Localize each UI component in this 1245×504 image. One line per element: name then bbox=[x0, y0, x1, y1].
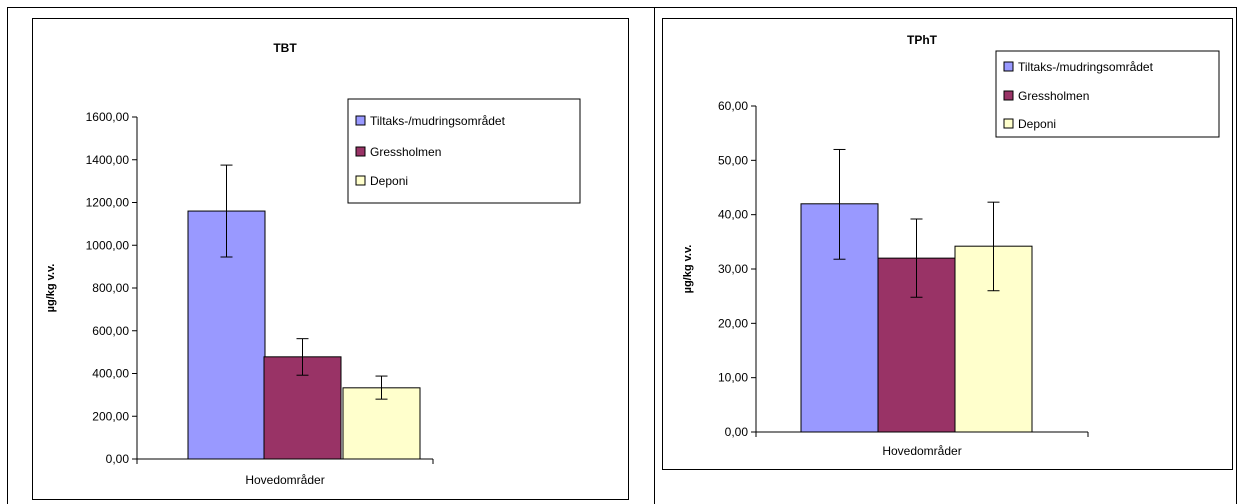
tbt-bar-2 bbox=[342, 387, 421, 460]
chart-tpht: TPhT µg/kg v.v. 0,00 10,00 20,00 30,00 40,00 50… bbox=[662, 18, 1233, 470]
tbt-error-bar-0 bbox=[220, 164, 233, 258]
tpht-legend-swatch-2 bbox=[1003, 118, 1014, 129]
tbt-legend-label-2: Deponi bbox=[370, 174, 408, 188]
tpht-error-bar-0 bbox=[833, 148, 846, 260]
tbt-error-bar-2 bbox=[375, 375, 388, 400]
tpht-legend-label-0: Tiltaks-/mudringsområdet bbox=[1018, 60, 1154, 74]
frame-top-border bbox=[7, 7, 1237, 8]
chart-tbt: TBT µg/kg v.v. 0,00 200,00 400,00 600,00 800,0… bbox=[32, 18, 629, 500]
chart-tpht-svg: TPhT µg/kg v.v. 0,00 10,00 20,00 30,00 40,00 50… bbox=[682, 33, 1220, 458]
tbt-y-tick-label: 1200,00 bbox=[86, 196, 130, 210]
tbt-legend bbox=[347, 98, 581, 204]
tpht-legend bbox=[995, 50, 1220, 138]
tpht-title: TPhT bbox=[907, 33, 938, 47]
frame-divider bbox=[654, 7, 655, 504]
tpht-y-tick-label: 20,00 bbox=[718, 316, 748, 330]
tbt-y-tick-label: 800,00 bbox=[92, 281, 129, 295]
tbt-y-axis-label: µg/kg v.v. bbox=[45, 264, 57, 313]
tbt-y-tick-label: 400,00 bbox=[92, 367, 129, 381]
tbt-title: TBT bbox=[273, 41, 297, 55]
tpht-y-axis-label: µg/kg v.v. bbox=[682, 245, 694, 294]
tbt-y-tick-label: 1400,00 bbox=[86, 153, 130, 167]
tbt-y-tick-label: 600,00 bbox=[92, 324, 129, 338]
tbt-y-tick-label: 1600,00 bbox=[86, 110, 130, 124]
tbt-legend-swatch-0 bbox=[355, 115, 366, 126]
tpht-y-tick-label: 10,00 bbox=[718, 371, 748, 385]
tpht-y-tick-label: 40,00 bbox=[718, 208, 748, 222]
tbt-y-tick-label: 0,00 bbox=[106, 452, 130, 466]
tpht-y-tick-label: 0,00 bbox=[725, 425, 749, 439]
frame-left-border bbox=[7, 7, 8, 504]
frame-right-border bbox=[1236, 7, 1237, 504]
tbt-legend-label-1: Gressholmen bbox=[370, 145, 441, 159]
tpht-x-category-label: Hovedområder bbox=[882, 444, 961, 458]
tpht-legend-label-1: Gressholmen bbox=[1018, 89, 1089, 103]
tpht-legend-swatch-1 bbox=[1003, 90, 1014, 101]
tbt-y-tick-label: 1000,00 bbox=[86, 238, 130, 252]
tbt-x-category-label: Hovedområder bbox=[245, 473, 324, 487]
tpht-legend-label-2: Deponi bbox=[1018, 117, 1056, 131]
tpht-y-tick-label: 30,00 bbox=[718, 262, 748, 276]
tpht-legend-swatch-0 bbox=[1003, 61, 1014, 72]
tpht-error-bar-1 bbox=[910, 218, 923, 298]
tbt-y-tick-label: 200,00 bbox=[92, 409, 129, 423]
tpht-error-bar-2 bbox=[987, 201, 1000, 292]
tbt-legend-label-0: Tiltaks-/mudringsområdet bbox=[370, 114, 506, 128]
tpht-y-tick-label: 50,00 bbox=[718, 153, 748, 167]
chart-tbt-svg: TBT µg/kg v.v. 0,00 200,00 400,00 600,00 800,0… bbox=[45, 41, 581, 487]
tbt-error-bar-1 bbox=[296, 338, 309, 376]
tbt-legend-swatch-2 bbox=[355, 175, 366, 186]
tbt-legend-swatch-1 bbox=[355, 146, 366, 157]
tpht-y-tick-label: 60,00 bbox=[718, 99, 748, 113]
